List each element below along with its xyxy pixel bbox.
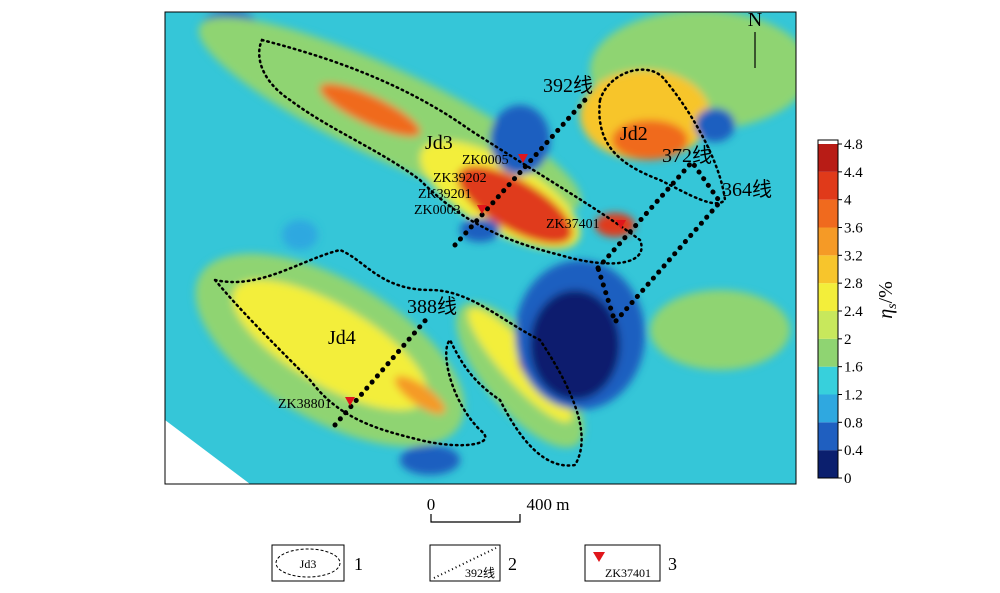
- colorbar-segment: [818, 283, 838, 311]
- borehole-label: ZK39201: [418, 187, 472, 202]
- colorbar-tick-label: 0.8: [844, 415, 863, 431]
- legend-number: 3: [668, 554, 677, 574]
- colorbar-tick-label: 4.4: [844, 165, 863, 181]
- colorbar-tick-label: 2.8: [844, 276, 863, 292]
- legend-zone-sample: [275, 548, 341, 578]
- line-label: 364线: [722, 178, 772, 201]
- legend-sample: Jd3: [300, 557, 317, 571]
- scale-start: 0: [427, 495, 436, 514]
- colorbar-segment: [818, 255, 838, 284]
- colorbar-segment: [818, 227, 838, 256]
- borehole-label: ZK38801: [278, 397, 332, 412]
- anomaly-map: [165, 12, 796, 484]
- scale-bar: [430, 514, 521, 523]
- colorbar-unit: /%: [875, 281, 897, 303]
- legend-box: [271, 544, 345, 582]
- colorbar-frame: [817, 139, 839, 479]
- colorbar-tick-label: 2.4: [844, 304, 863, 320]
- colorbar-tick-label: 4: [844, 193, 852, 209]
- colorbar-tick-label: 0.4: [844, 443, 863, 459]
- line-label: 372线: [662, 144, 712, 167]
- borehole-label: ZK0003: [414, 203, 461, 218]
- colorbar-segment: [818, 311, 838, 339]
- zone-label: Jd3: [425, 132, 453, 154]
- colorbar-label: ηs/%: [875, 281, 900, 319]
- colorbar-tick-label: 2: [844, 332, 852, 348]
- legend-box: [429, 544, 501, 582]
- colorbar-tick-label: 3.2: [844, 248, 863, 264]
- colorbar-tick-label: 0: [844, 471, 852, 487]
- legend-sample: 392线: [465, 566, 495, 580]
- colorbar-symbol: η: [875, 309, 897, 319]
- borehole-label: ZK37401: [546, 217, 600, 232]
- zone-label: Jd2: [620, 123, 648, 145]
- line-label: 388线: [407, 295, 457, 318]
- map-frame: [164, 11, 797, 485]
- colorbar: 0 0.4 0.8 1.2 1.6 2 2.4 2.8 3.2 3.6 4 4.4 4.8: [817, 137, 863, 487]
- colorbar-segment: [818, 422, 838, 451]
- colorbar-segment: [818, 366, 838, 395]
- colorbar-tick-label: 1.2: [844, 388, 863, 404]
- legend-borehole-sample: [593, 552, 605, 562]
- scale-end: 400 m: [527, 495, 570, 514]
- colorbar-tick-label: 1.6: [844, 360, 863, 376]
- colorbar-segment: [818, 450, 838, 478]
- colorbar-tick-label: 3.6: [844, 221, 863, 237]
- colorbar-segment: [818, 338, 838, 367]
- legend-number: 1: [354, 554, 363, 574]
- colorbar-segment: [818, 199, 838, 228]
- borehole-markers: [345, 154, 626, 406]
- line-label: 392线: [543, 74, 593, 97]
- zone-label: Jd4: [328, 327, 356, 349]
- legend-sample: ZK37401: [605, 566, 651, 580]
- colorbar-segment: [818, 144, 838, 172]
- colorbar-subscript: s: [885, 303, 900, 309]
- borehole-label: ZK0005: [462, 153, 509, 168]
- colorbar-segment: [818, 171, 838, 200]
- legend-box: [584, 544, 661, 582]
- legend-number: 2: [508, 554, 517, 574]
- colorbar-tick-label: 4.8: [844, 137, 863, 153]
- north-label: N: [748, 9, 762, 31]
- borehole-label: ZK39202: [433, 171, 487, 186]
- colorbar-segment: [818, 394, 838, 423]
